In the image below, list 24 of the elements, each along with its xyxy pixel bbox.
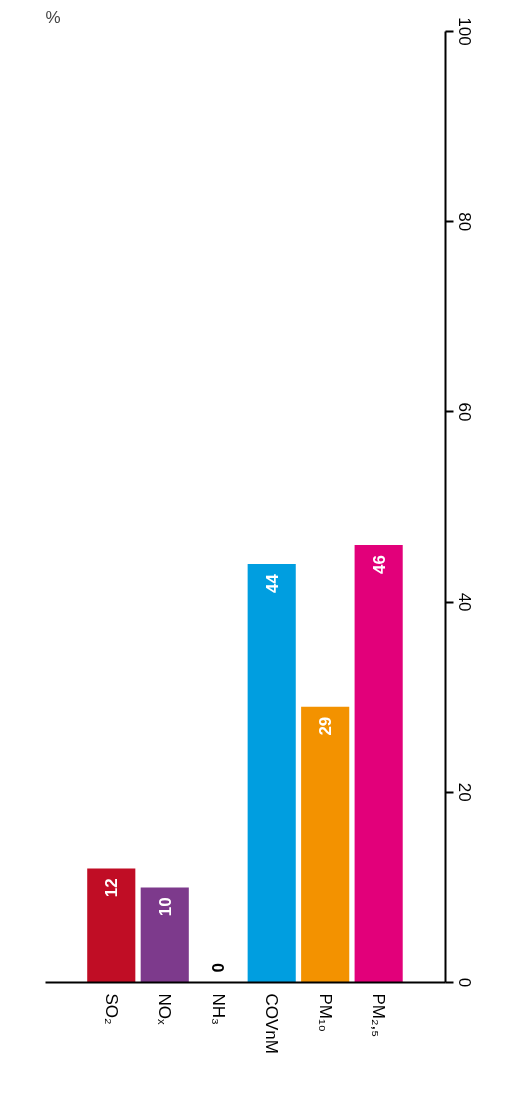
x-tick-label: SO₂ [101,993,121,1025]
x-tick-label: PM₂,₅ [369,993,389,1038]
x-tick-label: NH₃ [208,993,228,1025]
y-tick-label: 40 [454,592,474,612]
y-axis-title: % [45,7,61,27]
x-tick-label: PM₁₀ [315,993,335,1032]
data-label: 46 [369,555,389,574]
data-label: 44 [262,573,282,593]
bar [140,887,189,983]
y-tick-label: 0 [454,977,474,988]
data-label: 10 [155,897,175,917]
bar [354,545,403,983]
y-tick-label: 80 [454,212,474,232]
bar [247,564,296,983]
bar [87,868,136,983]
x-tick-label: NOₓ [155,993,175,1025]
y-tick-label: 60 [454,402,474,422]
y-tick-label: 20 [454,782,474,802]
bar [301,706,350,983]
x-tick-label: COVnM [262,993,282,1054]
data-label: 0 [209,963,229,973]
y-tick-label: 100 [454,17,474,46]
data-label: 12 [102,878,122,898]
data-label: 29 [316,716,336,736]
